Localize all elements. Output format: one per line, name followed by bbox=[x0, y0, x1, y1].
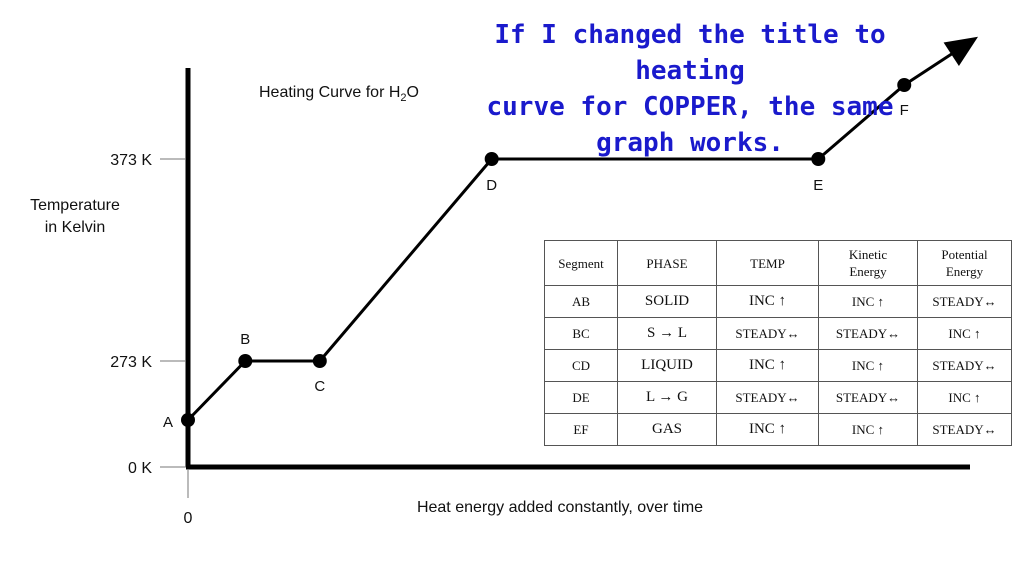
cell-segment: AB bbox=[544, 285, 618, 318]
point-label: E bbox=[813, 177, 823, 194]
cell-potential: STEADY↔ bbox=[917, 285, 1012, 318]
cell-phase: LIQUID bbox=[617, 349, 717, 382]
callout-note: If I changed the title to heating curve … bbox=[440, 17, 940, 161]
cell-potential: INC ↑ bbox=[917, 381, 1012, 414]
callout-line-1: If I changed the title to heating bbox=[494, 20, 886, 86]
x-axis-label: Heat energy added constantly, over time bbox=[416, 499, 704, 516]
y-tick-label: 0 K bbox=[128, 460, 152, 477]
header-kinetic-line-2: Energy bbox=[849, 264, 887, 279]
table-row: AB SOLID INC ↑ INC ↑ STEADY↔ bbox=[544, 285, 1012, 318]
header-kinetic-energy: Kinetic Energy bbox=[818, 240, 918, 286]
callout-line-3: graph works. bbox=[596, 128, 784, 158]
data-point bbox=[181, 413, 195, 427]
header-potential-energy: Potential Energy bbox=[917, 240, 1012, 286]
data-point bbox=[484, 152, 499, 166]
y-axis-label-line-1: Temperature bbox=[30, 197, 120, 214]
table-row: BC S → L STEADY↔ STEADY↔ INC ↑ bbox=[544, 317, 1012, 350]
callout-line-2: curve for COPPER, the same bbox=[486, 92, 894, 122]
cell-segment: BC bbox=[544, 317, 618, 350]
header-kinetic-line-1: Kinetic bbox=[848, 247, 888, 262]
header-temp-text: TEMP bbox=[750, 255, 785, 271]
header-potential-line-2: Energy bbox=[945, 264, 984, 279]
y-tick-label: 273 K bbox=[110, 354, 152, 371]
phase-change-table: Segment PHASE TEMP Kinetic Energy Potenti… bbox=[544, 240, 1012, 446]
data-point bbox=[811, 152, 826, 166]
cell-temp: INC ↑ bbox=[716, 413, 819, 446]
cell-temp: STEADY↔ bbox=[716, 317, 819, 350]
data-point bbox=[312, 354, 327, 368]
arrow-head-icon bbox=[943, 36, 979, 66]
table-row: DE L → G STEADY↔ STEADY↔ INC ↑ bbox=[544, 381, 1012, 414]
cell-temp: INC ↑ bbox=[716, 285, 819, 318]
cell-segment: CD bbox=[544, 349, 618, 382]
x-tick-label: 0 bbox=[184, 510, 193, 527]
data-point bbox=[897, 78, 912, 92]
y-tick-label: 373 K bbox=[110, 152, 152, 169]
header-temp: TEMP bbox=[716, 240, 819, 286]
cell-kinetic: INC ↑ bbox=[818, 285, 918, 318]
table-header-row: Segment PHASE TEMP Kinetic Energy Potenti… bbox=[544, 240, 1012, 286]
header-phase: PHASE bbox=[617, 240, 717, 286]
header-potential-line-1: Potential bbox=[941, 247, 988, 262]
y-axis-label: Temperature in Kelvin bbox=[14, 195, 136, 239]
cell-phase: GAS bbox=[617, 413, 717, 446]
header-segment: Segment bbox=[544, 240, 618, 286]
point-label: F bbox=[900, 102, 909, 119]
header-segment-text: Segment bbox=[558, 255, 604, 271]
cell-temp: STEADY↔ bbox=[716, 381, 819, 414]
cell-phase: S → L bbox=[617, 317, 717, 350]
cell-kinetic: INC ↑ bbox=[818, 349, 918, 382]
chart-title-main: Heating Curve for H bbox=[259, 84, 401, 101]
data-point bbox=[238, 354, 253, 368]
cell-potential: INC ↑ bbox=[917, 317, 1012, 350]
cell-temp: INC ↑ bbox=[716, 349, 819, 382]
axis-ticks: 373 K 273 K 0 K 0 bbox=[110, 152, 192, 527]
cell-phase: L → G bbox=[617, 381, 717, 414]
chart-title: Heating Curve for H2O bbox=[259, 84, 419, 104]
cell-phase: SOLID bbox=[617, 285, 717, 318]
chart-title-tail: O bbox=[406, 84, 419, 101]
cell-kinetic: STEADY↔ bbox=[818, 381, 918, 414]
point-label: D bbox=[486, 177, 497, 194]
point-label: C bbox=[314, 378, 325, 395]
chart-title-subscript: 2 bbox=[400, 92, 407, 105]
cell-potential: STEADY↔ bbox=[917, 349, 1012, 382]
cell-segment: EF bbox=[544, 413, 618, 446]
cell-kinetic: INC ↑ bbox=[818, 413, 918, 446]
table-row: CD LIQUID INC ↑ INC ↑ STEADY↔ bbox=[544, 349, 1012, 382]
axes bbox=[185, 68, 970, 470]
table-row: EF GAS INC ↑ INC ↑ STEADY↔ bbox=[544, 413, 1012, 446]
cell-segment: DE bbox=[544, 381, 618, 414]
header-phase-text: PHASE bbox=[646, 255, 688, 271]
cell-kinetic: STEADY↔ bbox=[818, 317, 918, 350]
cell-potential: STEADY↔ bbox=[917, 413, 1012, 446]
point-label: B bbox=[240, 331, 250, 348]
data-points bbox=[181, 78, 912, 427]
point-label: A bbox=[163, 414, 173, 431]
y-axis-label-line-2: in Kelvin bbox=[44, 219, 106, 236]
